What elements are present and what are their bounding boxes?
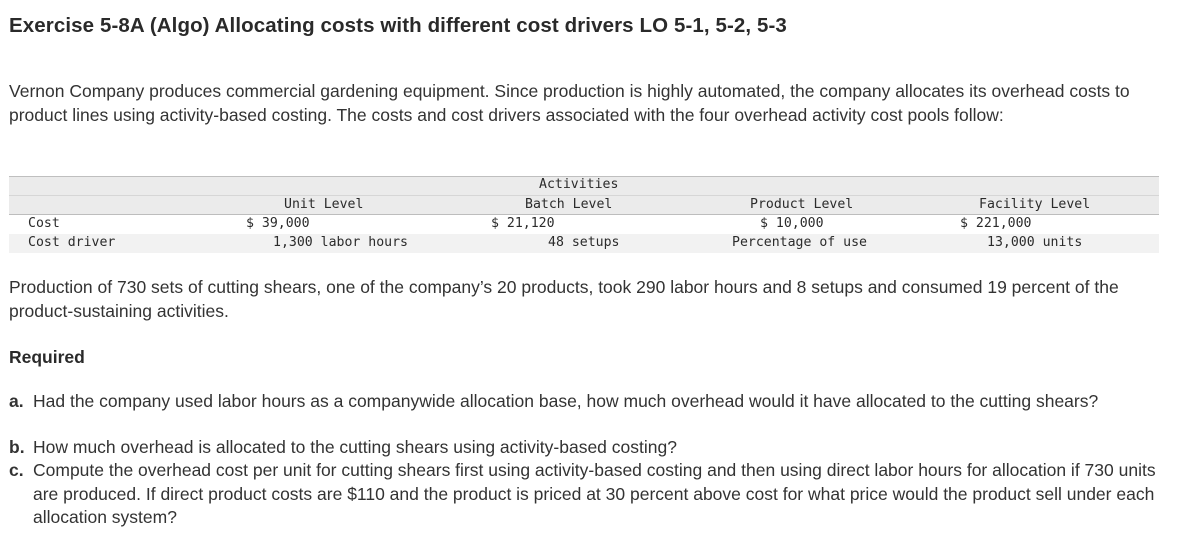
- question-c: c. Compute the overhead cost per unit for…: [9, 459, 1174, 530]
- question-c-label: c.: [9, 460, 24, 480]
- row-label-cost-driver: Cost driver: [28, 235, 116, 250]
- col-header-product-level: Product Level: [750, 197, 854, 212]
- question-b-text: How much overhead is allocated to the cu…: [33, 437, 677, 457]
- table-header-rule: [9, 214, 1159, 215]
- cell-batch-driver: 48 setups: [548, 235, 620, 250]
- activities-group-header: Activities: [539, 177, 619, 192]
- col-header-unit-level: Unit Level: [284, 197, 364, 212]
- required-heading: Required: [9, 347, 85, 367]
- table-header-band-2: [9, 196, 1159, 214]
- question-b: b. How much overhead is allocated to the …: [9, 436, 1174, 460]
- table-top-rule: [9, 176, 1159, 177]
- question-b-label: b.: [9, 437, 25, 457]
- cell-product-cost: $ 10,000: [760, 216, 824, 231]
- table-mid-rule: [9, 195, 1159, 196]
- table-header-band: [9, 177, 1159, 195]
- row-label-cost: Cost: [28, 216, 60, 231]
- question-a-label: a.: [9, 391, 24, 411]
- question-c-text: Compute the overhead cost per unit for c…: [33, 460, 1156, 527]
- cell-facility-driver: 13,000 units: [987, 235, 1083, 250]
- production-paragraph: Production of 730 sets of cutting shears…: [9, 277, 1119, 321]
- cell-product-driver: Percentage of use: [732, 235, 867, 250]
- cell-batch-cost: $ 21,120: [491, 216, 555, 231]
- cell-unit-cost: $ 39,000: [246, 216, 310, 231]
- question-a: a. Had the company used labor hours as a …: [9, 390, 1174, 414]
- question-a-text: Had the company used labor hours as a co…: [33, 391, 1099, 411]
- exercise-title: Exercise 5-8A (Algo) Allocating costs wi…: [9, 14, 787, 37]
- cell-facility-cost: $ 221,000: [960, 216, 1032, 231]
- col-header-facility-level: Facility Level: [979, 197, 1091, 212]
- intro-paragraph: Vernon Company produces commercial garde…: [9, 81, 1130, 125]
- col-header-batch-level: Batch Level: [525, 197, 613, 212]
- activity-cost-table: Activities Unit Level Batch Level Produc…: [9, 176, 1159, 253]
- table-row-band: [9, 234, 1159, 253]
- cell-unit-driver: 1,300 labor hours: [273, 235, 408, 250]
